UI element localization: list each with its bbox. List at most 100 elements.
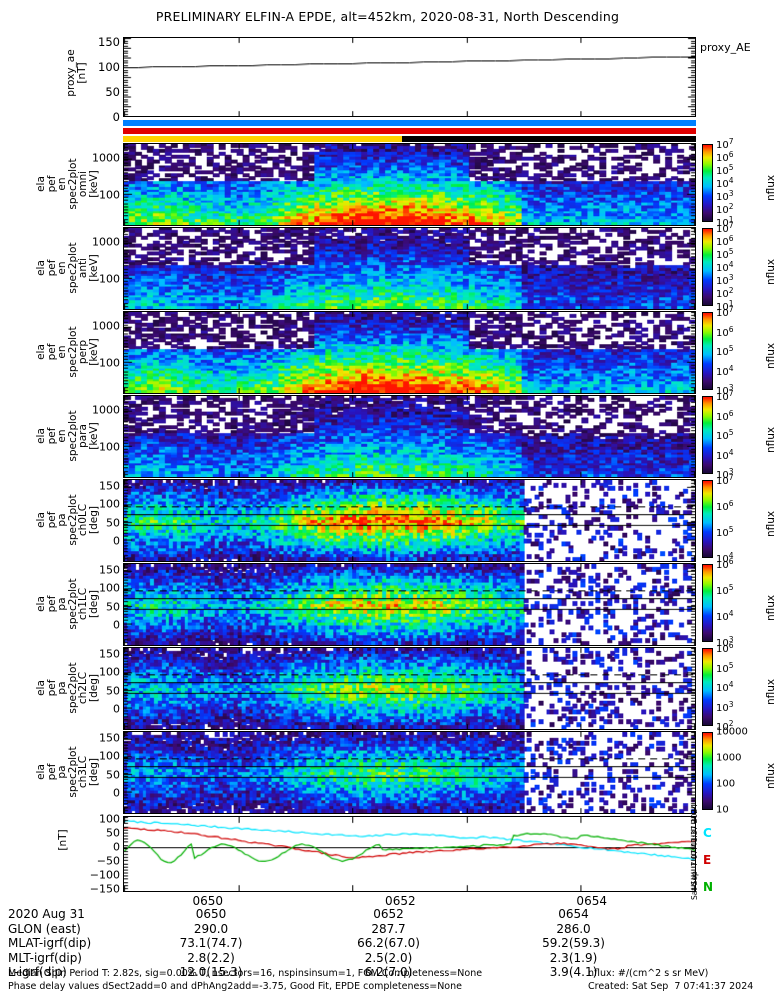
colorbar-tick-pa-ch1: 105 — [716, 582, 734, 598]
colorbar-tick-en-anti: 106 — [716, 233, 734, 249]
panel-proxy-ae — [123, 37, 696, 117]
colorbar-en-anti — [702, 228, 713, 306]
spectrogram-canvas-pa-ch3 — [124, 732, 695, 813]
footer-cell: 286.0 — [556, 921, 591, 936]
colorbar-pa-ch2 — [702, 648, 713, 726]
page-title: PRELIMINARY ELFIN-A EPDE, alt=452km, 202… — [155, 9, 620, 24]
colorbar-tick-en-anti: 103 — [716, 272, 734, 288]
fgm-ytick-label: −150 — [89, 882, 120, 896]
colorbar-tick-en-omni: 104 — [716, 175, 734, 191]
colorbar-tick-pa-ch0: 104 — [716, 550, 734, 566]
colorbar-tick-pa-ch0: 107 — [716, 472, 734, 488]
colorbar-canvas-pa-ch0 — [703, 481, 712, 557]
colorbar-title-en-omni: nflux — [765, 174, 775, 201]
footer-row-label: L-igrf(dip) — [8, 965, 67, 979]
ytick-en-omni: 1000 — [92, 151, 120, 165]
ytick-pa-ch3: 50 — [106, 768, 120, 782]
ytick-pa-ch2: 50 — [106, 684, 120, 698]
footer-cell: 0652 — [373, 907, 404, 921]
ytick-en-perp: 100 — [99, 356, 120, 370]
footer-row: MLT-igrf(dip) 2.8(2.2) 2.5(2.0) 2.3(1.9) — [8, 950, 666, 967]
panel-pa-ch2 — [123, 647, 696, 730]
colorbar-tick-pa-ch2: 104 — [716, 679, 734, 695]
colorbar-title-pa-ch1: nflux — [765, 594, 775, 621]
proxy-ae-ytick-label: 150 — [98, 35, 120, 49]
colorbar-tick-en-anti: 105 — [716, 246, 734, 262]
colorbar-tick-pa-ch3: 1000 — [716, 752, 742, 764]
colorbar-tick-en-omni: 107 — [716, 136, 734, 152]
colorbar-en-omni — [702, 144, 713, 222]
footer-row: MLAT-igrf(dip) 73.1(74.7) 66.2(67.0) 59.2(5… — [8, 936, 666, 952]
fgm-legend-e: E — [703, 853, 712, 867]
xtick-label: 0654 — [576, 894, 607, 908]
fgm-ytick-label: 0 — [113, 840, 120, 854]
colorbar-tick-en-perp: 105 — [716, 343, 734, 359]
footer-cell: 0654 — [558, 907, 589, 921]
colorbar-tick-pa-ch2: 102 — [716, 718, 734, 734]
colorbar-tick-en-para: 106 — [716, 408, 734, 423]
colorbar-canvas-en-anti — [703, 229, 712, 305]
colorbar-tick-en-para: 104 — [716, 447, 734, 462]
colorbar-pa-ch1 — [702, 564, 713, 642]
footer-row-label: MLAT-igrf(dip) — [8, 936, 92, 950]
colorbar-tick-en-anti: 107 — [716, 220, 734, 236]
ytick-pa-ch1: 50 — [106, 600, 120, 614]
panel-pa-ch0 — [123, 479, 696, 562]
colorbar-tick-en-omni: 103 — [716, 188, 734, 204]
ytick-en-perp: 1000 — [92, 319, 120, 333]
colorbar-tick-pa-ch0: 106 — [716, 498, 734, 514]
footer-cell: 6.2(7.0) — [364, 965, 413, 979]
footer-row-label: MLT-igrf(dip) — [8, 950, 82, 965]
spectrogram-canvas-pa-ch2 — [124, 648, 695, 729]
footer-cell: 73.1(74.7) — [179, 936, 243, 950]
footer-cell: 290.0 — [193, 921, 229, 936]
colorbar-pa-ch3 — [702, 732, 713, 810]
fgm-ytick-label: 50 — [106, 826, 120, 840]
ytick-pa-ch2: 100 — [99, 665, 120, 679]
footer-cell: 2.3(1.9) — [549, 950, 598, 965]
fgm-ytick-label: −100 — [89, 868, 120, 882]
colorbar-title-en-anti: nflux — [765, 258, 775, 285]
ytick-en-para: 100 — [99, 440, 120, 454]
ytick-pa-ch2: 150 — [99, 647, 120, 661]
colorbar-tick-en-para: 105 — [716, 427, 734, 443]
footer-cell: 2.8(2.2) — [187, 950, 235, 965]
proxy-ae-ytick-label: 100 — [98, 60, 120, 74]
colorbar-en-perp — [702, 312, 713, 390]
panel-fgm — [123, 816, 696, 892]
footer-row: L-igrf(dip) 12.0(15.3) 6.2(7.0) 3.9(4.1) — [8, 965, 666, 981]
bar-yellow — [123, 136, 696, 142]
colorbar-tick-en-perp: 104 — [716, 363, 734, 378]
footer-row-label: GLON (east) — [8, 921, 81, 936]
note-created: Created: Sat Sep 7 07:41:37 2024 — [588, 981, 754, 992]
spectrogram-canvas-en-omni — [124, 144, 695, 225]
ytick-pa-ch2: 0 — [113, 702, 120, 716]
ytick-pa-ch0: 100 — [99, 497, 120, 511]
footer-row: GLON (east) 290.0 287.7 286.0 — [8, 921, 666, 938]
footer-row: 2020 Aug 31 0650 0652 0654 — [8, 907, 666, 923]
colorbar-canvas-en-para — [703, 397, 712, 473]
footer-cell: 59.2(59.3) — [542, 936, 605, 950]
bar-red-fill — [123, 128, 696, 134]
ytick-pa-ch1: 100 — [99, 581, 120, 595]
ytick-pa-ch0: 50 — [106, 516, 120, 530]
colorbar-tick-en-omni: 101 — [716, 214, 734, 230]
note-nflux-units: nflux: #/(cm^2 s sr MeV) — [588, 968, 709, 979]
colorbar-tick-pa-ch3: 100 — [716, 778, 736, 790]
colorbar-tick-en-omni: 105 — [716, 162, 734, 178]
colorbar-canvas-en-perp — [703, 313, 712, 389]
panel-en-anti — [123, 227, 696, 310]
colorbar-canvas-en-omni — [703, 145, 712, 221]
bar-blue-fill — [123, 120, 696, 126]
proxy-ae-ytick-label: 50 — [105, 85, 120, 99]
footer-cell: 287.7 — [371, 921, 406, 936]
bar-red — [123, 128, 696, 134]
proxy-ae-ytick-label: 0 — [112, 110, 120, 124]
bar-blue — [123, 120, 696, 126]
ytick-en-para: 1000 — [92, 403, 120, 417]
colorbar-tick-en-perp: 107 — [716, 304, 734, 320]
ytick-en-anti: 1000 — [92, 235, 120, 249]
colorbar-tick-pa-ch1: 103 — [716, 634, 734, 650]
colorbar-tick-en-anti: 102 — [716, 285, 734, 301]
created-date-vertical: Sat Sep 7 07:41:37 2024 — [690, 804, 699, 900]
